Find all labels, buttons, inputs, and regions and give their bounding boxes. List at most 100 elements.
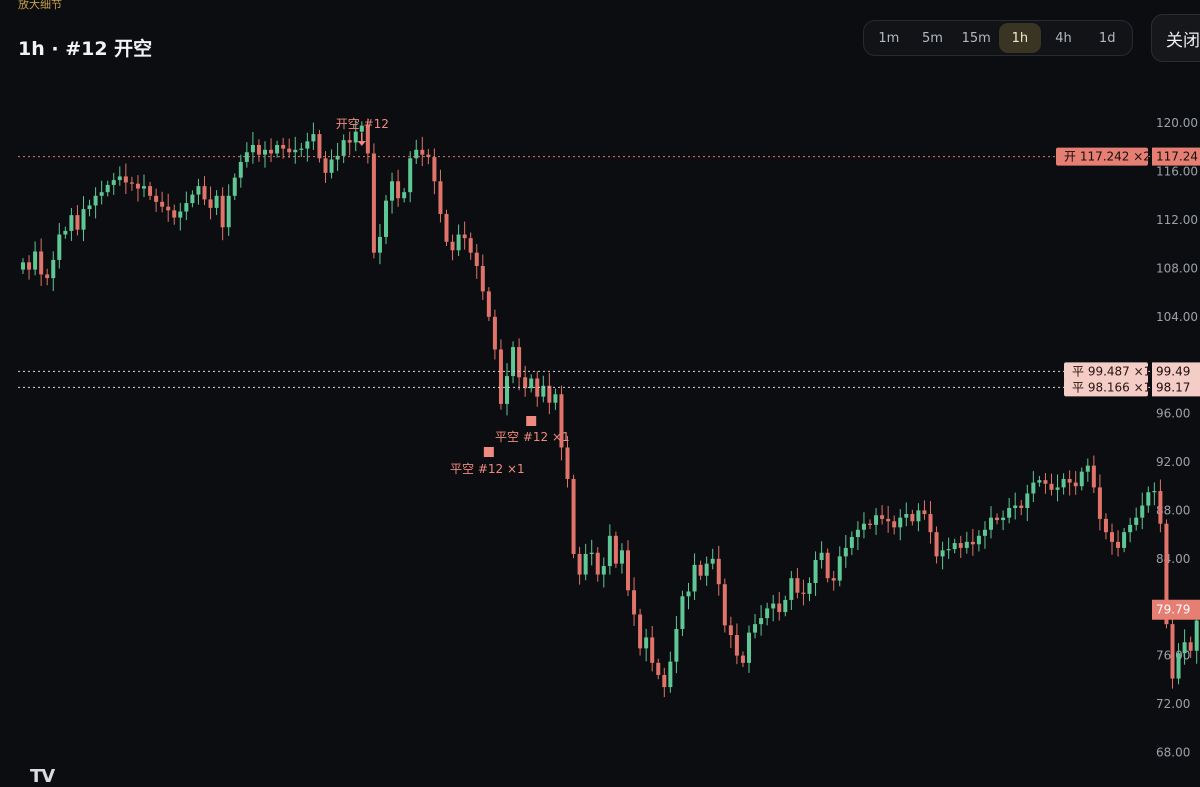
candle-body (692, 564, 697, 592)
candle-body (674, 628, 679, 662)
candle-body (492, 316, 497, 350)
candle-body (27, 262, 32, 270)
candle-down (662, 667, 667, 698)
candle-down (148, 181, 153, 201)
candle-up (686, 582, 691, 610)
candle-body (1013, 505, 1018, 508)
candle-body (601, 566, 606, 575)
candle-up (813, 551, 818, 596)
timeframe-4h[interactable]: 4h (1055, 30, 1072, 46)
axis-price-tag: 99.49 (1156, 364, 1190, 378)
candle-body (39, 251, 44, 275)
candle-body (535, 378, 540, 397)
candle-body (426, 154, 431, 158)
candle-body (154, 195, 159, 202)
candle-body (311, 134, 316, 142)
candle-down (27, 255, 32, 280)
candle-body (1140, 505, 1145, 518)
candle-down (571, 474, 576, 559)
timeframe-1d[interactable]: 1d (1098, 30, 1116, 46)
candle-body (632, 590, 637, 615)
candle-down (202, 176, 207, 206)
y-tick-label: 68.00 (1156, 745, 1190, 759)
candle-down (365, 118, 370, 164)
candle-body (142, 186, 146, 189)
timeframe-15m[interactable]: 15m (961, 30, 991, 46)
candle-body (728, 625, 733, 636)
candle-up (771, 594, 776, 622)
candle-up (1013, 492, 1018, 520)
candle-up (196, 178, 201, 205)
candle-up (178, 202, 183, 231)
candle-up (377, 223, 382, 265)
candle-body (81, 209, 86, 230)
candle-up (916, 503, 921, 532)
candle-body (529, 378, 534, 389)
candle-down (535, 371, 540, 407)
candle-body (1043, 480, 1048, 484)
candle-up (765, 602, 770, 626)
candle-up (644, 628, 649, 662)
candle-body (1146, 492, 1151, 506)
candle-body (238, 161, 243, 178)
candle-up (51, 251, 56, 292)
exit-marker-label: 平空 #12 ×1 (450, 462, 525, 476)
candle-body (353, 131, 358, 143)
candle-body (1055, 487, 1060, 490)
candle-body (99, 192, 104, 196)
candle-body (220, 195, 225, 228)
candle-body (849, 537, 854, 548)
candle-body (480, 265, 485, 292)
candle-body (952, 543, 957, 550)
candle-up (1025, 484, 1030, 521)
candle-down (154, 188, 159, 212)
zoom-hint: 放大细节 (18, 0, 62, 11)
candle-up (293, 136, 298, 164)
close-button[interactable]: 关闭 (1151, 14, 1200, 62)
candle-up (81, 196, 86, 242)
candle-up (335, 142, 340, 171)
y-tick-label: 120.00 (1156, 116, 1198, 130)
candle-body (753, 624, 758, 633)
candle-up (1061, 473, 1066, 495)
candle-body (1085, 465, 1090, 472)
candle-body (335, 155, 340, 160)
candle-body (317, 134, 322, 159)
candle-up (190, 190, 195, 208)
candle-up (619, 543, 624, 574)
candle-body (1073, 482, 1078, 487)
candle-down (256, 139, 261, 162)
candle-up (238, 154, 243, 188)
candle-up (601, 557, 606, 588)
timeframe-5m[interactable]: 5m (922, 30, 943, 46)
candle-body (21, 262, 25, 270)
candle-body (232, 177, 237, 196)
candle-down (577, 546, 582, 585)
candle-body (970, 541, 975, 545)
candle-down (317, 129, 322, 163)
candle-up (57, 223, 62, 269)
candle-up (63, 226, 68, 239)
candle-down (45, 268, 50, 286)
candle-up (1055, 474, 1060, 502)
exit-price-tag: 平 99.487 ×1 (1072, 364, 1151, 378)
candle-down (595, 547, 600, 582)
candle-body (843, 547, 848, 557)
timeframe-1h[interactable]: 1h (999, 23, 1041, 53)
candle-body (613, 535, 618, 564)
last-price-tag: 79.79 (1156, 603, 1190, 617)
candle-body (777, 603, 782, 613)
candle-down (1158, 479, 1163, 533)
candle-up (668, 651, 673, 693)
y-tick-label: 96.00 (1156, 407, 1190, 421)
timeframe-1m[interactable]: 1m (878, 30, 900, 46)
candle-body (722, 584, 727, 626)
candle-body (390, 181, 395, 201)
candle-body (982, 529, 987, 536)
candle-body (299, 148, 304, 150)
price-line-tag-bg (1064, 378, 1148, 397)
candle-down (269, 138, 274, 163)
exit-price-tag: 平 98.166 ×1 (1072, 380, 1151, 394)
candlestick-chart[interactable]: 120.00 116.00 112.00 108.00 104.00 96.00 92.00… (0, 95, 1200, 777)
price-line-tag-bg (1056, 147, 1148, 166)
